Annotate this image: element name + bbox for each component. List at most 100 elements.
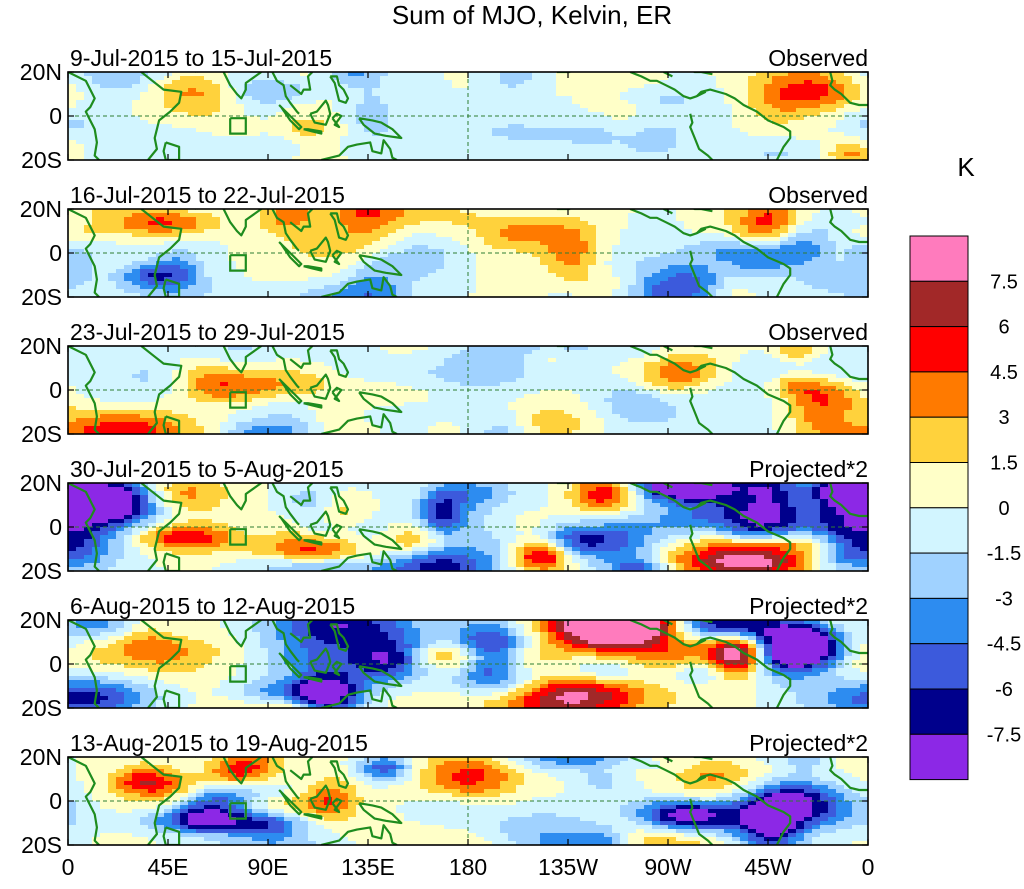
- field-cell: [428, 156, 437, 160]
- field-cell: [164, 84, 173, 89]
- field-cell: [676, 277, 685, 282]
- field-cell: [836, 120, 845, 125]
- field-cell: [116, 257, 125, 262]
- field-cell: [116, 96, 125, 101]
- field-cell: [108, 350, 117, 355]
- field-cell: [428, 104, 437, 109]
- field-cell: [716, 233, 725, 238]
- field-cell: [620, 213, 629, 218]
- field-cell: [596, 233, 605, 238]
- field-cell: [492, 100, 501, 105]
- field-cell: [556, 76, 565, 81]
- field-cell: [212, 112, 221, 117]
- field-cell: [148, 104, 157, 109]
- field-cell: [308, 209, 317, 214]
- field-cell: [548, 84, 557, 89]
- field-cell: [812, 104, 821, 109]
- field-cell: [124, 225, 133, 230]
- field-cell: [564, 144, 573, 149]
- field-cell: [348, 237, 357, 242]
- field-cell: [276, 237, 285, 242]
- field-cell: [556, 88, 565, 93]
- field-cell: [596, 80, 605, 85]
- field-cell: [236, 88, 245, 93]
- field-cell: [508, 233, 517, 238]
- field-cell: [164, 108, 173, 113]
- field-cell: [428, 152, 437, 157]
- field-cell: [116, 217, 125, 222]
- field-cell: [468, 237, 477, 242]
- field-cell: [788, 285, 797, 290]
- field-cell: [508, 132, 517, 137]
- field-cell: [396, 257, 405, 262]
- field-cell: [76, 140, 85, 145]
- field-cell: [564, 136, 573, 141]
- field-cell: [324, 261, 333, 266]
- field-cell: [828, 265, 837, 270]
- field-cell: [812, 269, 821, 274]
- field-cell: [572, 289, 581, 294]
- field-cell: [476, 132, 485, 137]
- coastline: [222, 72, 262, 100]
- field-cell: [708, 116, 717, 121]
- field-cell: [332, 229, 341, 234]
- field-cell: [452, 277, 461, 282]
- coastline: [629, 72, 707, 100]
- field-cell: [620, 92, 629, 97]
- field-cell: [532, 156, 541, 160]
- field-cell: [276, 152, 285, 157]
- field-cell: [836, 241, 845, 246]
- field-cell: [484, 140, 493, 145]
- field-cell: [508, 84, 517, 89]
- field-cell: [804, 221, 813, 226]
- field-cell: [540, 221, 549, 226]
- field-cell: [284, 245, 293, 250]
- field-cell: [572, 293, 581, 297]
- field-cell: [820, 124, 829, 129]
- field-cell: [492, 217, 501, 222]
- field-cell: [796, 273, 805, 278]
- field-cell: [180, 229, 189, 234]
- field-cell: [476, 148, 485, 153]
- field-cell: [292, 233, 301, 238]
- field-cell: [532, 346, 541, 351]
- field-cell: [100, 245, 109, 250]
- field-cell: [180, 108, 189, 113]
- field-cell: [452, 148, 461, 153]
- field-cell: [404, 346, 413, 351]
- field-cell: [244, 108, 253, 113]
- field-cell: [852, 108, 861, 113]
- field-cell: [228, 72, 237, 77]
- field-cell: [508, 350, 517, 355]
- field-cell: [348, 229, 357, 234]
- field-cell: [188, 253, 197, 258]
- field-cell: [620, 148, 629, 153]
- field-cell: [596, 346, 605, 351]
- field-cell: [356, 285, 365, 290]
- field-cell: [628, 152, 637, 157]
- field-cell: [556, 289, 565, 294]
- field-cell: [692, 152, 701, 157]
- field-cell: [308, 362, 317, 367]
- field-cell: [220, 354, 229, 359]
- field-cell: [316, 281, 325, 286]
- field-cell: [188, 108, 197, 113]
- field-cell: [244, 237, 253, 242]
- field-cell: [860, 277, 868, 282]
- field-cell: [644, 354, 653, 359]
- field-cell: [428, 80, 437, 85]
- field-cell: [788, 257, 797, 262]
- field-cell: [684, 132, 693, 137]
- field-cell: [700, 84, 709, 89]
- field-cell: [788, 277, 797, 282]
- field-cell: [220, 217, 229, 222]
- field-cell: [804, 233, 813, 238]
- field-cell: [172, 108, 181, 113]
- field-cell: [500, 350, 509, 355]
- field-cell: [628, 217, 637, 222]
- field-cell: [308, 346, 317, 351]
- field-cell: [452, 281, 461, 286]
- field-cell: [108, 124, 117, 129]
- field-cell: [108, 108, 117, 113]
- field-cell: [500, 293, 509, 297]
